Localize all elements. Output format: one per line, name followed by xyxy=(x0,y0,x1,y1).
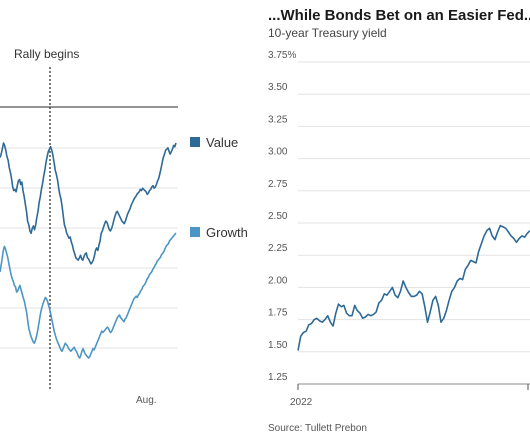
right-y-tick-1: 1.50 xyxy=(268,340,288,351)
treasury-yield-line xyxy=(297,224,530,351)
series-line-value xyxy=(0,142,177,265)
right-chart-source: Source: Tullett Prebon xyxy=(268,423,367,434)
right-y-tick-5: 2.50 xyxy=(268,211,288,222)
right-y-tick-labels: 1.25 1.50 1.75 2.00 2.25 2.50 2.75 3.00 3.25 3.50… xyxy=(268,50,296,383)
right-y-tick-10: 3.75% xyxy=(268,50,296,61)
legend-swatch-growth xyxy=(190,227,200,237)
legend-item-growth: Growth xyxy=(190,225,248,240)
legend-label-growth: Growth xyxy=(206,225,248,240)
right-gridlines xyxy=(298,61,530,385)
right-chart: ...While Bonds Bet on an Easier Fed... 1… xyxy=(268,7,530,434)
left-chart: Rally begins Aug. Value Growth xyxy=(0,47,248,406)
right-chart-subtitle: 10-year Treasury yield xyxy=(268,26,387,40)
series-line-growth xyxy=(0,232,177,359)
right-chart-title: ...While Bonds Bet on an Easier Fed... xyxy=(268,7,530,24)
right-series-lines xyxy=(297,224,530,351)
right-y-tick-2: 1.75 xyxy=(268,308,288,319)
right-y-tick-8: 3.25 xyxy=(268,114,288,125)
right-y-tick-3: 2.00 xyxy=(268,275,288,286)
right-y-tick-0: 1.25 xyxy=(268,372,288,383)
legend-swatch-value xyxy=(190,137,200,147)
legend-item-value: Value xyxy=(190,135,238,150)
rally-begins-annotation: Rally begins xyxy=(14,47,79,61)
right-y-tick-9: 3.50 xyxy=(268,82,288,93)
left-x-tick-aug: Aug. xyxy=(136,395,157,406)
right-y-tick-4: 2.25 xyxy=(268,243,288,254)
right-x-tick-2022: 2022 xyxy=(290,397,313,408)
left-series-lines xyxy=(0,142,177,359)
right-y-tick-7: 3.00 xyxy=(268,147,288,158)
right-y-tick-6: 2.75 xyxy=(268,179,288,190)
legend-label-value: Value xyxy=(206,135,238,150)
